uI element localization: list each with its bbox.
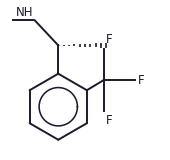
Text: NH: NH: [16, 6, 33, 19]
Text: F: F: [105, 114, 112, 127]
Text: F: F: [138, 73, 144, 87]
Text: F: F: [105, 33, 112, 46]
